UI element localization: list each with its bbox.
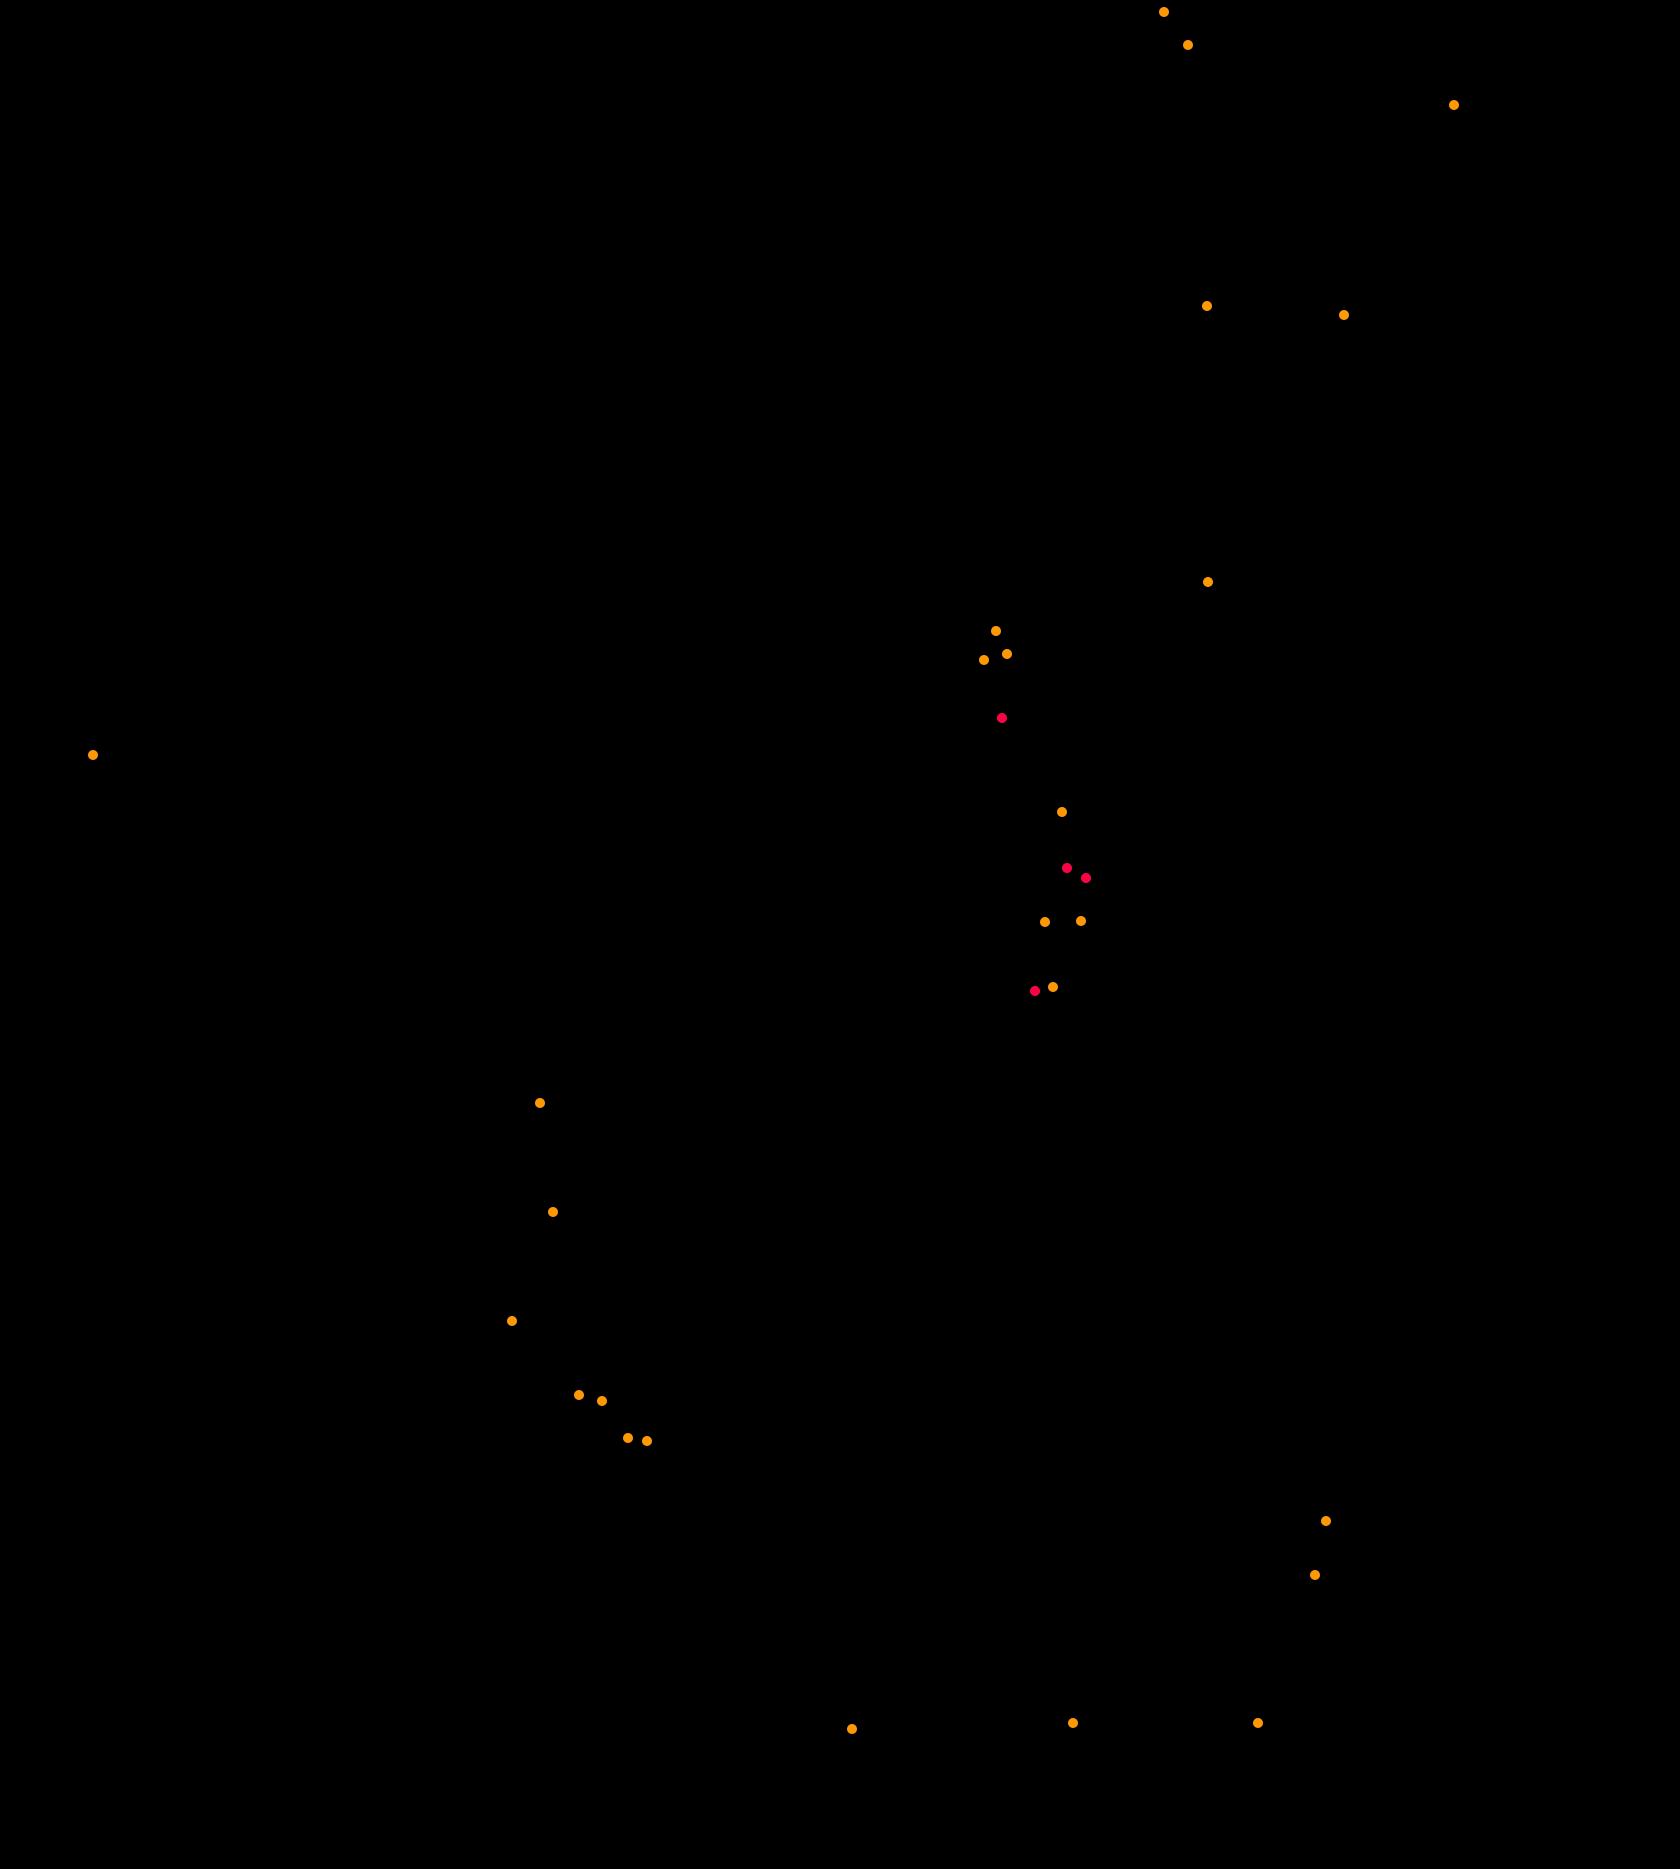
- scatter-marker: [1339, 310, 1349, 320]
- scatter-marker: [574, 1390, 584, 1400]
- scatter-marker: [1048, 982, 1058, 992]
- scatter-marker: [548, 1207, 558, 1217]
- scatter-marker: [1202, 301, 1212, 311]
- scatter-marker: [535, 1098, 545, 1108]
- scatter-marker: [88, 750, 98, 760]
- scatter-marker: [1057, 807, 1067, 817]
- scatter-marker: [1081, 873, 1091, 883]
- scatter-marker: [847, 1724, 857, 1734]
- scatter-marker: [1449, 100, 1459, 110]
- scatter-marker: [1040, 917, 1050, 927]
- scatter-marker: [1062, 863, 1072, 873]
- scatter-marker: [1253, 1718, 1263, 1728]
- scatter-marker: [1030, 986, 1040, 996]
- scatter-marker: [991, 626, 1001, 636]
- scatter-marker: [1183, 40, 1193, 50]
- scatter-marker: [1203, 577, 1213, 587]
- scatter-marker: [1068, 1718, 1078, 1728]
- scatter-marker: [507, 1316, 517, 1326]
- scatter-marker: [1159, 7, 1169, 17]
- scatter-marker: [597, 1396, 607, 1406]
- scatter-marker: [1310, 1570, 1320, 1580]
- scatter-plot: [0, 0, 1680, 1869]
- scatter-marker: [1321, 1516, 1331, 1526]
- scatter-marker: [979, 655, 989, 665]
- scatter-marker: [642, 1436, 652, 1446]
- scatter-marker: [1002, 649, 1012, 659]
- scatter-marker: [997, 713, 1007, 723]
- scatter-marker: [623, 1433, 633, 1443]
- scatter-marker: [1076, 916, 1086, 926]
